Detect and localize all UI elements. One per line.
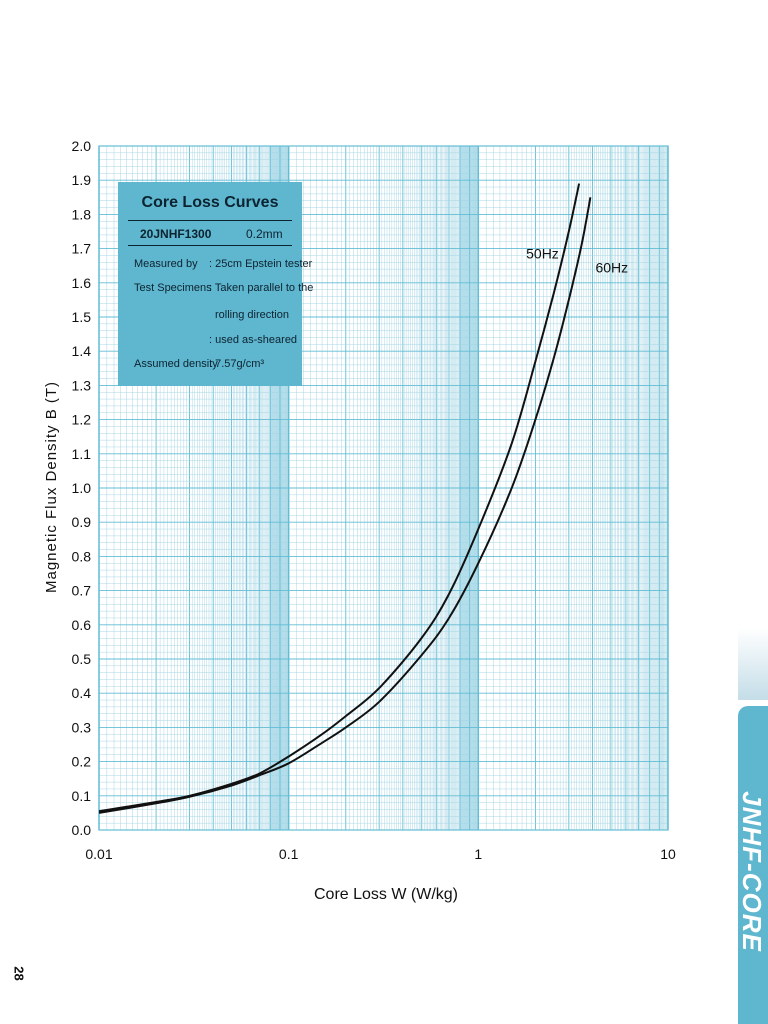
- brand-label: JNHF-CORE: [736, 766, 767, 976]
- y-tick-label: 0.5: [72, 651, 92, 667]
- info-grade: 20JNHF1300: [140, 227, 212, 241]
- y-tick-label: 0.6: [72, 617, 92, 633]
- grid-lines: [98, 145, 669, 831]
- brand-text: JNHF-CORE: [736, 790, 767, 952]
- side-tab-highlight: [738, 628, 768, 700]
- y-tick-label: 1.0: [72, 480, 92, 496]
- info-box: Core Loss Curves 20JNHF1300 0.2mm Measur…: [118, 182, 313, 386]
- x-tick-label: 0.01: [85, 846, 112, 862]
- y-tick-label: 1.8: [72, 206, 92, 222]
- y-tick-label: 0.4: [72, 685, 92, 701]
- curves: [98, 183, 592, 814]
- y-tick-label: 0.1: [72, 788, 92, 804]
- page-number: 28: [8, 962, 30, 984]
- y-tick-label: 0.9: [72, 514, 92, 530]
- plot-frame: [98, 145, 669, 831]
- y-tick-label: 1.9: [72, 172, 92, 188]
- y-tick-label: 0.0: [72, 822, 92, 838]
- page-number-text: 28: [11, 965, 27, 981]
- x-tick-labels: 0.01 0.1 1 10: [85, 846, 676, 862]
- info-row-label: Test Specimens: [134, 282, 212, 294]
- info-row-value: rolling direction: [215, 309, 289, 321]
- y-tick-label: 2.0: [72, 138, 92, 154]
- side-tab: [738, 706, 768, 1024]
- x-tick-label: 0.1: [279, 846, 299, 862]
- y-tick-label: 0.8: [72, 548, 92, 564]
- x-tick-label: 1: [474, 846, 482, 862]
- y-tick-label: 0.2: [72, 754, 92, 770]
- curve-label-50hz: 50Hz: [526, 246, 559, 262]
- info-thickness: 0.2mm: [246, 227, 283, 241]
- info-row-value: : 7.57g/cm³: [209, 358, 265, 370]
- curve-50hz: [98, 183, 581, 813]
- curve-label-60hz: 60Hz: [595, 259, 628, 275]
- y-tick-label: 1.3: [72, 377, 92, 393]
- y-tick-label: 1.7: [72, 241, 92, 257]
- curve-labels: 50Hz 60Hz: [526, 246, 628, 276]
- y-axis-title: Magnetic Flux Density B (T): [43, 381, 60, 593]
- info-divider-bottom: [128, 245, 292, 246]
- curve-60hz: [98, 197, 592, 814]
- y-tick-label: 1.6: [72, 275, 92, 291]
- x-tick-label: 10: [660, 846, 676, 862]
- y-tick-label: 0.3: [72, 719, 92, 735]
- y-tick-labels: 0.0 0.1 0.2 0.3 0.4 0.5 0.6 0.7 0.8 0.9 1.0 1.1 1.2 1…: [72, 138, 92, 838]
- y-tick-label: 1.1: [72, 446, 92, 462]
- y-tick-label: 1.5: [72, 309, 92, 325]
- info-row-value: : Taken parallel to the: [209, 282, 314, 294]
- x-axis-title: Core Loss W (W/kg): [314, 886, 458, 903]
- info-row-label: Measured by: [134, 258, 198, 270]
- info-row-value: : 25cm Epstein tester: [209, 258, 313, 270]
- info-row-value: : used as-sheared: [209, 334, 298, 346]
- info-divider-top: [128, 220, 292, 221]
- info-box-title: Core Loss Curves: [141, 194, 279, 211]
- info-row-label: Assumed density: [134, 358, 218, 370]
- y-tick-label: 0.7: [72, 583, 92, 599]
- y-tick-label: 1.4: [72, 343, 92, 359]
- y-tick-label: 1.2: [72, 412, 92, 428]
